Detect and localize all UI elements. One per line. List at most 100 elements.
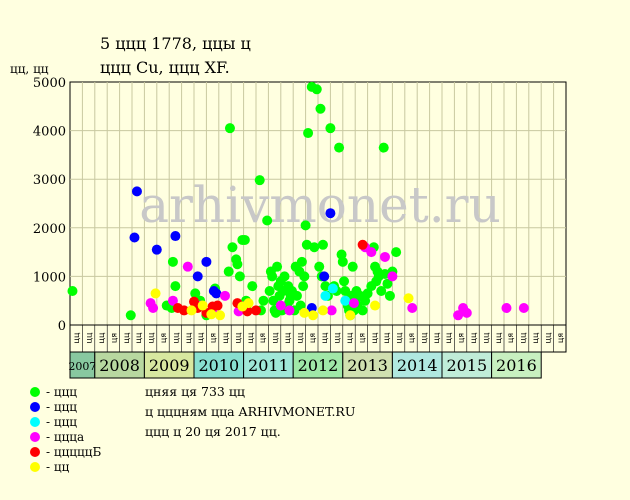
quarter-label: ця xyxy=(209,333,218,343)
chart-title-line2: ццц Cu, ццц XF. xyxy=(100,58,230,77)
data-point xyxy=(167,295,178,306)
data-point xyxy=(296,256,307,267)
quarter-label: цц xyxy=(494,332,503,343)
data-point xyxy=(319,271,330,282)
data-point xyxy=(518,302,529,313)
y-tick-label: 2000 xyxy=(33,222,66,237)
data-point xyxy=(345,310,356,321)
data-point xyxy=(327,283,338,294)
year-label: 2012 xyxy=(298,356,339,375)
data-point xyxy=(215,310,226,321)
legend-item: - ццц xyxy=(30,384,101,399)
data-points xyxy=(67,81,529,321)
data-point xyxy=(212,300,223,311)
data-point xyxy=(357,305,368,316)
data-point xyxy=(201,256,212,267)
data-point xyxy=(378,142,389,153)
data-point xyxy=(334,142,345,153)
year-cell xyxy=(391,351,443,379)
data-point xyxy=(376,285,387,296)
quarter-label: ця xyxy=(506,333,515,343)
year-cell xyxy=(243,351,294,379)
data-point xyxy=(179,305,190,316)
x-axis-years: 2007 2008 2009 2010 2011 2012 2013 2014 2015 2016 xyxy=(68,351,542,379)
data-point xyxy=(131,186,142,197)
legend-marker xyxy=(30,461,40,472)
quarter-label: цц xyxy=(221,332,230,343)
quarter-label: ця xyxy=(357,333,366,343)
quarter-label: цц xyxy=(134,332,143,343)
quarter-label: цц xyxy=(283,332,292,343)
year-cell xyxy=(491,351,542,379)
quarter-label: цц xyxy=(85,332,94,343)
quarter-label: цц xyxy=(469,332,478,343)
data-point xyxy=(232,259,243,270)
year-label: 2007 xyxy=(68,360,96,373)
quarter-label: цц xyxy=(97,332,106,343)
data-point xyxy=(224,123,235,134)
quarter-label: ця xyxy=(109,333,118,343)
data-point xyxy=(223,266,234,277)
quarter-label: ця xyxy=(258,333,267,343)
quarter-label: цц xyxy=(233,332,242,343)
data-point xyxy=(340,295,351,306)
quarter-label: цц xyxy=(531,332,540,343)
quarter-label: ця xyxy=(556,333,565,343)
data-point xyxy=(300,220,311,231)
data-point xyxy=(239,234,250,245)
data-point xyxy=(407,302,418,313)
data-point xyxy=(382,278,393,289)
data-point xyxy=(461,307,472,318)
data-point xyxy=(247,281,258,292)
y-axis-ticks: 0 1000 2000 3000 4000 5000 xyxy=(33,76,66,334)
quarter-label: цц xyxy=(196,332,205,343)
y-axis-label: цц, цц xyxy=(10,62,49,76)
data-point xyxy=(326,305,337,316)
quarter-label: ця xyxy=(407,333,416,343)
quarter-label: цц xyxy=(419,332,428,343)
data-point xyxy=(339,276,350,287)
data-point xyxy=(267,271,278,282)
data-point xyxy=(320,290,331,301)
legend-item: - цц xyxy=(30,459,101,474)
legend-label: - цц xyxy=(46,459,70,474)
quarter-label: цц xyxy=(320,332,329,343)
data-point xyxy=(125,310,136,321)
year-cell xyxy=(69,351,96,379)
data-point xyxy=(317,239,328,250)
x-axis-quarters: цц цц цц ця цц цц цц ця цц цц цц ця цц цц цц ця цц цц цц ця… xyxy=(69,324,567,353)
data-point xyxy=(258,295,269,306)
data-point xyxy=(501,302,512,313)
data-point xyxy=(347,261,358,272)
data-point xyxy=(357,239,368,250)
grid xyxy=(70,82,566,325)
legend-marker xyxy=(30,416,40,427)
data-point xyxy=(284,305,295,316)
legend-marker xyxy=(30,386,40,397)
quarter-label: цц xyxy=(395,332,404,343)
data-point xyxy=(129,232,140,243)
legend-item: - ццц xyxy=(30,414,101,429)
data-point xyxy=(211,288,222,299)
note-line1: цняя ця 733 цц xyxy=(145,384,245,399)
data-point xyxy=(275,300,286,311)
legend-marker xyxy=(30,431,40,442)
y-tick-label: 5000 xyxy=(33,76,66,91)
data-point xyxy=(262,215,273,226)
quarter-label: ця xyxy=(159,333,168,343)
data-point xyxy=(291,290,302,301)
quarter-label: цц xyxy=(147,332,156,343)
note-line3: ццц ц 20 ця 2017 цц. xyxy=(145,424,281,439)
year-cell xyxy=(342,351,393,379)
note-line2: ц цццням цца ARHIVMONET.RU xyxy=(145,404,356,419)
data-point xyxy=(387,271,398,282)
legend-label: - ццц xyxy=(46,384,78,399)
data-point xyxy=(148,302,159,313)
data-point xyxy=(197,300,208,311)
watermark: arhivmonet.ru xyxy=(139,176,501,234)
data-point xyxy=(243,298,254,309)
legend-label: - цццццБ xyxy=(46,444,102,459)
data-point xyxy=(384,290,395,301)
data-point xyxy=(391,247,402,258)
